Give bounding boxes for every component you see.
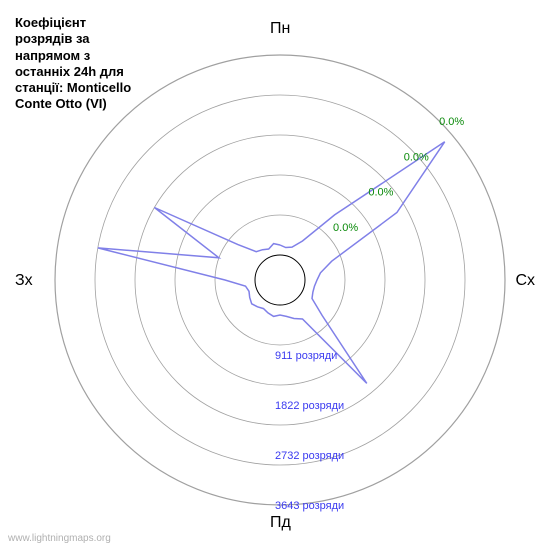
compass-south: Пд [270, 514, 291, 532]
svg-text:2732 розряди: 2732 розряди [275, 450, 344, 462]
compass-east: Сх [515, 272, 535, 290]
svg-text:911 розряди: 911 розряди [275, 350, 337, 362]
svg-text:0.0%: 0.0% [404, 151, 429, 163]
svg-text:0.0%: 0.0% [439, 116, 464, 128]
svg-text:0.0%: 0.0% [368, 187, 393, 199]
svg-text:3643 розряди: 3643 розряди [275, 500, 344, 512]
svg-text:0.0%: 0.0% [333, 222, 358, 234]
compass-north: Пн [270, 20, 290, 38]
svg-text:1822 розряди: 1822 розряди [275, 400, 344, 412]
footer-link: www.lightningmaps.org [8, 533, 111, 544]
chart-title: Коефіцієнт розрядів за напрямом з останн… [15, 15, 135, 113]
compass-west: Зх [15, 272, 33, 290]
